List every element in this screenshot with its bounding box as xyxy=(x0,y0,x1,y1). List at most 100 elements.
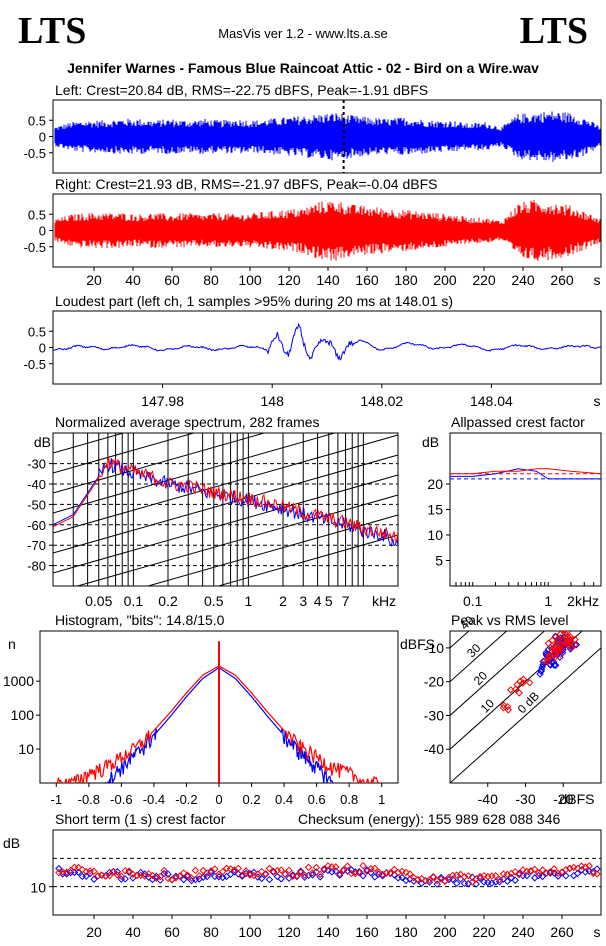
short-term-point-right xyxy=(484,872,492,881)
short-term-point-left xyxy=(234,870,243,878)
short-term-point-right xyxy=(195,872,204,880)
peak-rms-point-right xyxy=(551,633,560,641)
short-term-point-right xyxy=(402,868,410,877)
short-term-point-right xyxy=(351,869,360,878)
spectrum-xtick: 7 xyxy=(342,593,350,609)
peak-rms-point-right xyxy=(544,652,553,660)
short-term-point-right xyxy=(386,869,395,877)
short-term-point-left xyxy=(460,879,469,888)
short-term-point-right xyxy=(308,869,317,877)
crest-ytick: 5 xyxy=(435,553,443,569)
spectrum-slope xyxy=(53,433,196,474)
short-term-point-right xyxy=(55,868,63,877)
histogram-ytick: 100 xyxy=(11,707,35,723)
short-term-xtick: 160 xyxy=(355,924,379,940)
peak-rms-ytick: -20 xyxy=(424,674,444,690)
right-waveform-xtick: 180 xyxy=(394,272,418,288)
short-term-point-right xyxy=(324,862,332,870)
short-term-point-left xyxy=(523,872,531,880)
short-term-point-right xyxy=(534,869,543,877)
loudest-xlabel: s xyxy=(594,393,601,409)
short-term-frame xyxy=(52,829,602,916)
short-term-point-right xyxy=(378,870,387,879)
short-term-xtick: 240 xyxy=(511,924,535,940)
loudest-xtick: 148.04 xyxy=(470,393,513,409)
short-term-point-right xyxy=(90,867,98,876)
short-term-xtick: 60 xyxy=(164,924,180,940)
peak-rms-point-right xyxy=(500,701,508,710)
spectrum-ytick: -70 xyxy=(27,538,46,553)
loudest-ytick: -0.5 xyxy=(24,357,46,372)
spectrum-xtick: 0.1 xyxy=(124,593,144,609)
short-term-point-left xyxy=(289,871,297,879)
spectrum-xtick: 0.2 xyxy=(158,593,178,609)
short-term-point-right xyxy=(441,877,449,886)
short-term-point-left xyxy=(203,872,211,881)
spectrum-slope xyxy=(53,295,398,393)
short-term-point-left xyxy=(78,872,87,881)
short-term-point-left xyxy=(82,872,90,880)
right-waveform-xtick: 220 xyxy=(472,272,496,288)
right-waveform-signal xyxy=(54,200,601,261)
short-term-point-left xyxy=(55,864,63,873)
peak-rms-diagonal xyxy=(450,631,470,649)
short-term-point-right xyxy=(277,866,285,874)
short-term-xtick: 260 xyxy=(550,924,574,940)
peak-rms-diagonal xyxy=(450,647,601,783)
short-term-point-right xyxy=(265,864,274,873)
histogram-xtick: 0.6 xyxy=(308,792,326,807)
short-term-point-right xyxy=(78,865,87,874)
short-term-point-left xyxy=(265,875,274,884)
short-term-point-right xyxy=(577,862,586,870)
short-term-point-right xyxy=(554,869,562,878)
short-term-point-right xyxy=(503,870,512,879)
short-term-point-right xyxy=(468,878,477,886)
short-term-xtick: 180 xyxy=(394,924,418,940)
peak-rms-xlabel: dBFS xyxy=(559,791,594,807)
peak-rms-diagonal-label: 30 xyxy=(464,641,484,661)
loudest-frame xyxy=(52,310,602,385)
spectrum-slope xyxy=(216,534,398,586)
short-term-point-right xyxy=(476,872,484,881)
short-term-point-right xyxy=(160,866,168,875)
short-term-point-right xyxy=(359,861,367,870)
short-term-point-right xyxy=(293,872,301,880)
short-term-point-right xyxy=(410,873,418,882)
peak-rms-point-right xyxy=(566,633,574,641)
right-waveform-xlabel: s xyxy=(594,272,601,288)
peak-rms-point-right xyxy=(544,639,553,648)
loudest-ytick: 0 xyxy=(39,341,46,356)
short-term-point-right xyxy=(316,870,324,878)
short-term-point-left xyxy=(449,875,457,884)
crest-ytick: 15 xyxy=(427,502,443,518)
right-waveform-xtick: 100 xyxy=(238,272,262,288)
peak-rms-point-right xyxy=(551,644,559,652)
spectrum-ylabel: dB xyxy=(34,434,51,450)
short-term-point-right xyxy=(371,864,379,872)
histogram-xtick: 0.2 xyxy=(243,792,261,807)
short-term-point-right xyxy=(394,868,402,877)
short-term-point-right xyxy=(429,872,438,881)
loudest-signal xyxy=(53,322,601,361)
histogram-xtick: -1 xyxy=(50,792,62,807)
peak-rms-point-right xyxy=(511,685,520,693)
peak-rms-point-right xyxy=(568,643,576,652)
app-title: MasVis ver 1.2 - www.lts.a.se xyxy=(218,26,388,41)
crest-ytick: 20 xyxy=(427,476,443,492)
short-term-point-left xyxy=(530,874,539,882)
short-term-point-left xyxy=(90,875,98,883)
crest-title: Allpassed crest factor xyxy=(451,414,585,430)
short-term-point-right xyxy=(183,871,192,879)
short-term-point-right xyxy=(109,868,118,876)
short-term-point-right xyxy=(211,865,219,873)
peak-rms-point-right xyxy=(563,634,571,643)
short-term-point-left xyxy=(433,880,441,888)
short-term-point-right xyxy=(98,871,106,879)
spectrum-series-right xyxy=(53,457,398,543)
peak-rms-point-right xyxy=(515,689,523,697)
histogram-xtick: 0.4 xyxy=(275,792,293,807)
short-term-point-left xyxy=(105,868,114,877)
short-term-point-right xyxy=(417,874,426,883)
left-waveform-ytick: 0.5 xyxy=(28,113,46,128)
spectrum-slope xyxy=(53,433,337,514)
